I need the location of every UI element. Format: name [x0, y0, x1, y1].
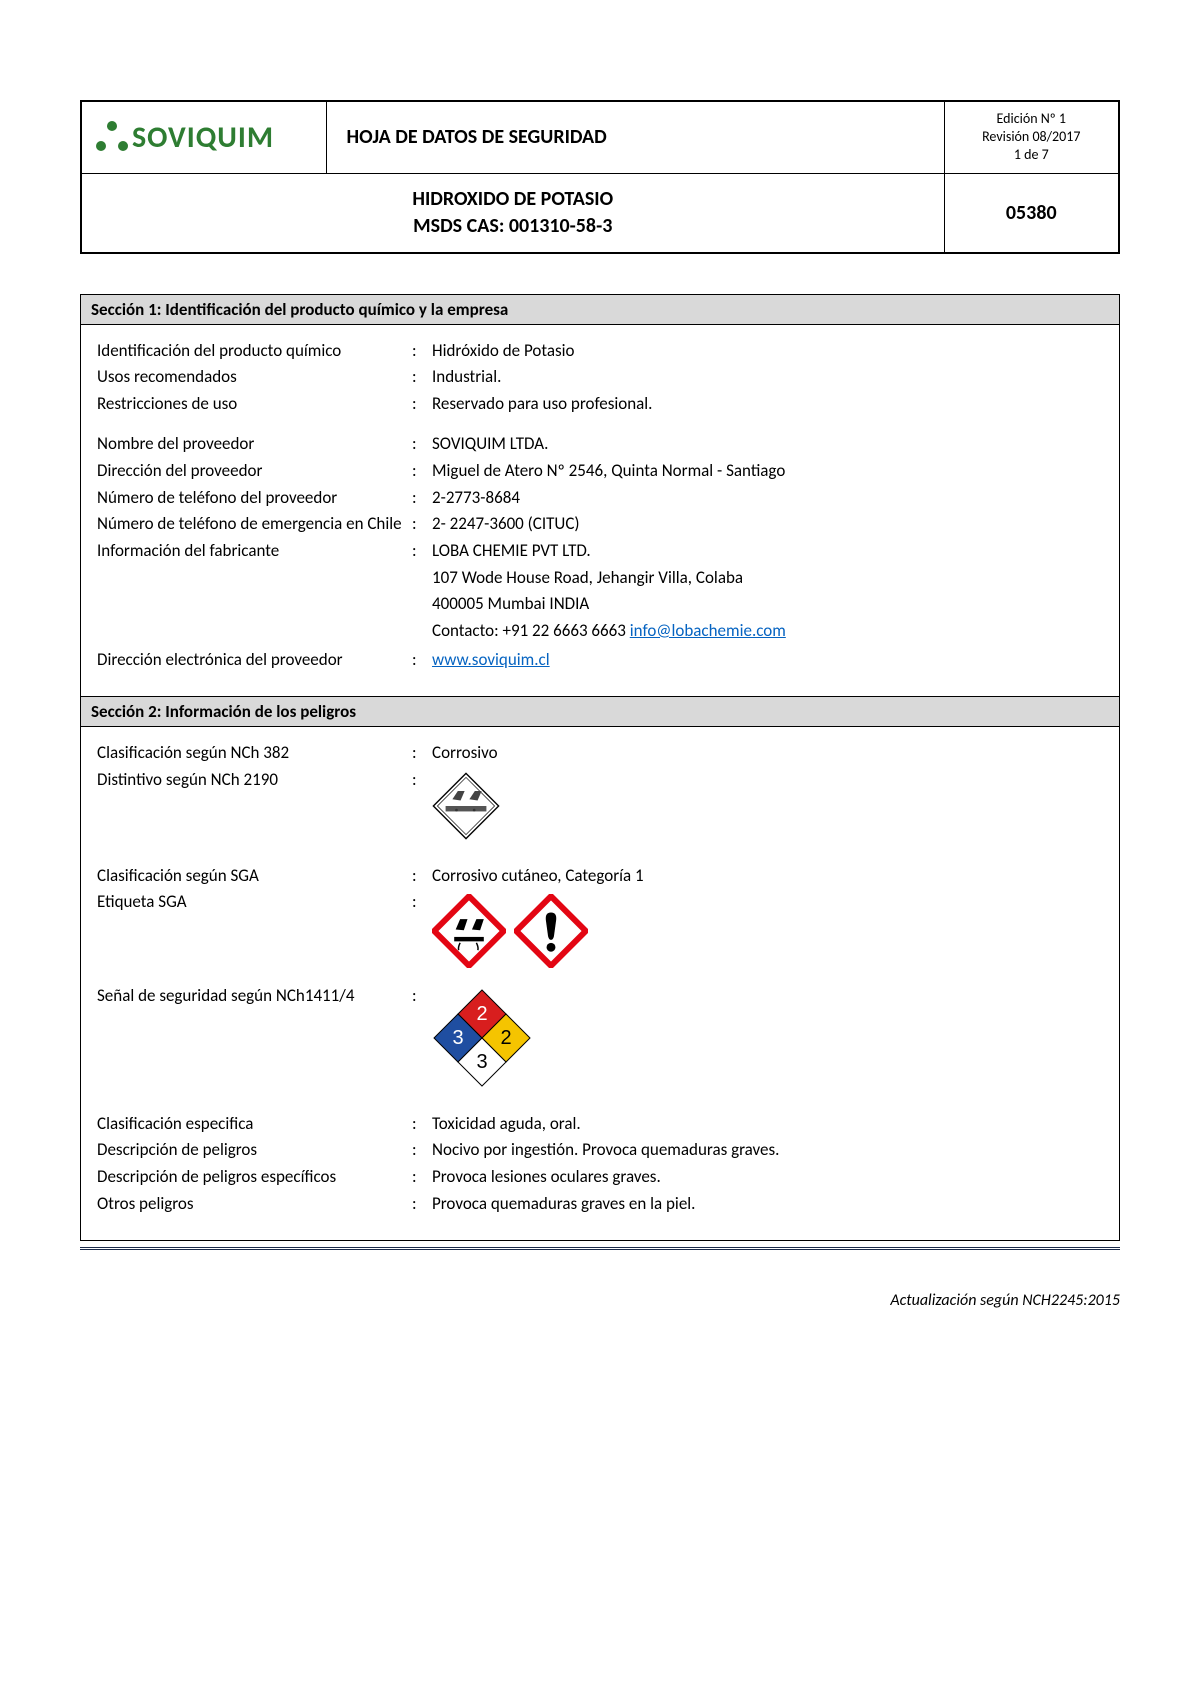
label: Usos recomendados — [97, 365, 412, 390]
edition-info: Edición Nº 1 Revisión 08/2017 1 de 7 — [944, 101, 1119, 173]
label: Número de teléfono del proveedor — [97, 486, 412, 511]
label: Número de teléfono de emergencia en Chil… — [97, 512, 412, 537]
footer-rule — [80, 1247, 1120, 1251]
product-name: HIDROXIDO DE POTASIO — [102, 186, 924, 213]
label: Descripción de peligros — [97, 1138, 412, 1163]
product-cas: MSDS CAS: 001310-58-3 — [102, 213, 924, 240]
content-box: Sección 1: Identificación del producto q… — [80, 294, 1120, 1242]
section1-header: Sección 1: Identificación del producto q… — [81, 295, 1119, 325]
label: Restricciones de uso — [97, 392, 412, 417]
edition-line: 1 de 7 — [955, 146, 1109, 164]
section2-header: Sección 2: Información de los peligros — [81, 696, 1119, 727]
nfpa-diamond: 2 3 2 3 — [432, 984, 1103, 1096]
value: Toxicidad aguda, oral. — [432, 1112, 1103, 1137]
manufacturer-email-link[interactable]: info@lobachemie.com — [630, 620, 786, 641]
value: Corrosivo — [432, 741, 1103, 766]
value-line: LOBA CHEMIE PVT LTD. — [432, 539, 1103, 564]
company-logo: SOVIQUIM — [96, 119, 312, 156]
value: Corrosivo cutáneo, Categoría 1 — [432, 864, 1103, 889]
provider-website-link[interactable]: www.soviquim.cl — [432, 649, 550, 670]
logo-text: SOVIQUIM — [132, 119, 274, 156]
label: Clasificación según SGA — [97, 864, 412, 889]
value: 2- 2247-3600 (CITUC) — [432, 512, 1103, 537]
value-line: 107 Wode House Road, Jehangir Villa, Col… — [432, 566, 1103, 591]
logo-cell: SOVIQUIM — [81, 101, 326, 173]
value: Nocivo por ingestión. Provoca quemaduras… — [432, 1138, 1103, 1163]
doc-title: HOJA DE DATOS DE SEGURIDAD — [326, 101, 944, 173]
label: Descripción de peligros específicos — [97, 1165, 412, 1190]
value: Provoca quemaduras graves en la piel. — [432, 1192, 1103, 1217]
value-line: Contacto: +91 22 6663 6663 info@lobachem… — [432, 619, 1103, 644]
value: SOVIQUIM LTDA. — [432, 432, 1103, 457]
value: Reservado para uso profesional. — [432, 392, 1103, 417]
product-title-cell: HIDROXIDO DE POTASIO MSDS CAS: 001310-58… — [81, 173, 944, 253]
ghs-pictograms — [432, 894, 1103, 968]
label: Clasificación según NCh 382 — [97, 741, 412, 766]
section1-body: Identificación del producto químico:Hidr… — [81, 325, 1119, 697]
contact-prefix: Contacto: +91 22 6663 6663 — [432, 620, 630, 641]
nfpa-react: 2 — [500, 1027, 511, 1049]
logo-icon — [96, 121, 128, 153]
ghs-exclamation-icon — [514, 894, 588, 968]
manufacturer-info: LOBA CHEMIE PVT LTD. 107 Wode House Road… — [432, 539, 1103, 646]
document-header: SOVIQUIM HOJA DE DATOS DE SEGURIDAD Edic… — [80, 100, 1120, 254]
product-code: 05380 — [944, 173, 1119, 253]
edition-line: Edición Nº 1 — [955, 110, 1109, 128]
value: Hidróxido de Potasio — [432, 339, 1103, 364]
nfpa-fire: 2 — [476, 1003, 487, 1025]
label: Información del fabricante — [97, 539, 412, 564]
value: Provoca lesiones oculares graves. — [432, 1165, 1103, 1190]
section2-body: Clasificación según NCh 382:Corrosivo Di… — [81, 727, 1119, 1240]
label: Nombre del proveedor — [97, 432, 412, 457]
label: Otros peligros — [97, 1192, 412, 1217]
label: Etiqueta SGA — [97, 890, 412, 915]
label: Dirección electrónica del proveedor — [97, 648, 412, 673]
label: Señal de seguridad según NCh1411/4 — [97, 984, 412, 1009]
footer-note: Actualización según NCH2245:2015 — [80, 1291, 1120, 1310]
corrosive-diamond-icon — [432, 772, 500, 840]
ghs-corrosion-icon — [432, 894, 506, 968]
nch2190-pictogram — [432, 768, 1103, 848]
label: Distintivo según NCh 2190 — [97, 768, 412, 793]
value: Miguel de Atero Nº 2546, Quinta Normal -… — [432, 459, 1103, 484]
edition-line: Revisión 08/2017 — [955, 128, 1109, 146]
value-line: 400005 Mumbai INDIA — [432, 592, 1103, 617]
value: 2-2773-8684 — [432, 486, 1103, 511]
nfpa-special: 3 — [476, 1051, 487, 1073]
nfpa-diamond-icon: 2 3 2 3 — [432, 988, 532, 1088]
label: Clasificación especifica — [97, 1112, 412, 1137]
value: Industrial. — [432, 365, 1103, 390]
label: Identificación del producto químico — [97, 339, 412, 364]
label: Dirección del proveedor — [97, 459, 412, 484]
nfpa-health: 3 — [452, 1027, 463, 1049]
